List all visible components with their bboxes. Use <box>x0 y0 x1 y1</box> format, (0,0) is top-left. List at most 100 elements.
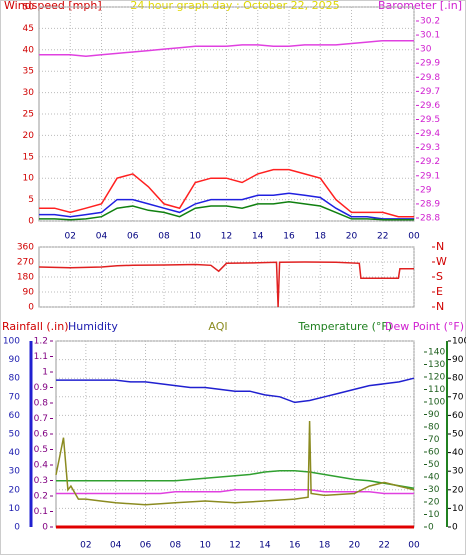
series-line <box>39 39 414 57</box>
x-tick-label: 14 <box>259 541 271 551</box>
x-tick-label: 16 <box>283 232 295 242</box>
x-tick-label: 00 <box>408 541 420 551</box>
y3-tick-label: 20 <box>428 498 440 508</box>
dewpoint-label: Dew Point (°F) <box>385 320 464 333</box>
y2-tick-label: 0.6 <box>34 430 49 440</box>
x-tick-label: 20 <box>346 232 358 242</box>
y2-tick-label: 29.8 <box>420 73 440 83</box>
y-tick-label: 40 <box>23 45 35 55</box>
y-tick-label: 20 <box>23 131 35 141</box>
x-tick-label: 14 <box>252 232 264 242</box>
y2-tick-label: E <box>436 285 443 298</box>
y2-tick-label: 0 <box>42 523 48 533</box>
temperature-label: Temperature (°F) <box>297 320 392 333</box>
x-tick-label: 22 <box>377 232 388 242</box>
y-tick-label: 0 <box>28 303 34 313</box>
y-tick-label: 30 <box>9 467 21 477</box>
y2-tick-label: 0.7 <box>34 414 48 424</box>
series-line <box>56 489 414 495</box>
y2-tick-label: 29.5 <box>420 115 440 125</box>
y2-tick-label: S <box>436 270 443 283</box>
y-tick-label: 60 <box>9 411 21 421</box>
series-line <box>39 200 414 221</box>
y-tick-label: 100 <box>3 337 20 347</box>
y-tick-label: 90 <box>23 288 35 298</box>
y3-tick-label: 60 <box>428 448 440 458</box>
y-tick-label: 0 <box>14 523 20 533</box>
y-tick-label: 15 <box>23 152 34 162</box>
y-tick-label: 5 <box>28 195 34 205</box>
y4-tick-label: 0 <box>452 523 458 533</box>
y2-tick-label: 28.9 <box>420 199 440 209</box>
rainfall-label: Rainfall (.in) <box>2 320 69 333</box>
x-tick-label: 06 <box>127 232 139 242</box>
y2-tick-label: 0.5 <box>34 445 48 455</box>
y2-tick-label: N <box>436 240 444 253</box>
y-tick-label: 50 <box>9 430 21 440</box>
y4-tick-label: 90 <box>452 355 464 365</box>
y3-tick-label: 90 <box>428 410 440 420</box>
y3-tick-label: 40 <box>428 473 440 483</box>
x-tick-label: 02 <box>65 232 76 242</box>
x-tick-label: 12 <box>221 232 232 242</box>
x-tick-label: 18 <box>315 232 327 242</box>
series-line <box>38 261 414 308</box>
x-tick-label: 20 <box>349 541 361 551</box>
y2-tick-label: 30 <box>420 45 432 55</box>
y4-tick-label: 50 <box>452 430 464 440</box>
y3-tick-label: 100 <box>428 398 445 408</box>
x-tick-label: 08 <box>158 232 170 242</box>
y2-tick-label: 29.2 <box>420 157 440 167</box>
y-tick-label: 70 <box>9 392 21 402</box>
y2-tick-label: 0.2 <box>34 492 48 502</box>
chart-title: 24 hour graph day : October 22, 2025 <box>130 0 339 12</box>
y3-tick-label: 0 <box>428 523 434 533</box>
y3-tick-label: 110 <box>428 385 445 395</box>
y2-tick-label: 1 <box>42 368 48 378</box>
y2-tick-label: 30.1 <box>420 31 440 41</box>
y2-tick-label: 29.6 <box>420 101 440 111</box>
y4-tick-label: 20 <box>452 485 464 495</box>
y2-tick-label: 29.3 <box>420 143 440 153</box>
y3-tick-label: 50 <box>428 460 440 470</box>
y-tick-label: 25 <box>23 110 34 120</box>
y4-tick-label: 10 <box>452 504 464 514</box>
y3-tick-label: 80 <box>428 423 440 433</box>
humidity-label: Humidity <box>68 320 118 333</box>
y-tick-label: 0 <box>28 217 34 227</box>
y2-tick-label: 0.9 <box>34 383 49 393</box>
y-tick-label: 360 <box>17 243 34 253</box>
y-tick-label: 35 <box>23 67 34 77</box>
x-tick-label: 04 <box>110 541 122 551</box>
windspeed-label: Windspeed [mph] <box>4 0 102 12</box>
x-tick-label: 02 <box>80 541 91 551</box>
y3-tick-label: 30 <box>428 485 440 495</box>
y2-tick-label: 29 <box>420 185 432 195</box>
y2-tick-label: 29.9 <box>420 59 440 69</box>
y3-tick-label: 140 <box>428 348 445 358</box>
y-tick-label: 90 <box>9 355 21 365</box>
x-tick-label: 16 <box>289 541 301 551</box>
x-tick-label: 12 <box>229 541 240 551</box>
y2-tick-label: 0.8 <box>34 399 49 409</box>
y2-tick-label: 1.2 <box>34 337 48 347</box>
aqi-label: AQI <box>208 320 227 333</box>
series-line <box>55 420 415 506</box>
y2-tick-label: 1.1 <box>34 352 48 362</box>
y4-tick-label: 80 <box>452 374 464 384</box>
y-tick-label: 10 <box>9 504 21 514</box>
series-line <box>39 168 414 218</box>
y2-tick-label: 30.2 <box>420 17 440 27</box>
y-tick-label: 45 <box>23 24 34 34</box>
y2-tick-label: 0.3 <box>34 476 48 486</box>
y-tick-label: 180 <box>17 273 34 283</box>
y2-tick-label: 29.7 <box>420 87 440 97</box>
y4-tick-label: 40 <box>452 448 464 458</box>
barometer-label: Barometer [.in] <box>378 0 462 12</box>
y3-tick-label: 10 <box>428 510 440 520</box>
x-tick-label: 18 <box>319 541 331 551</box>
series-line <box>56 470 415 490</box>
y4-tick-label: 60 <box>452 411 464 421</box>
y-tick-label: 30 <box>23 88 35 98</box>
